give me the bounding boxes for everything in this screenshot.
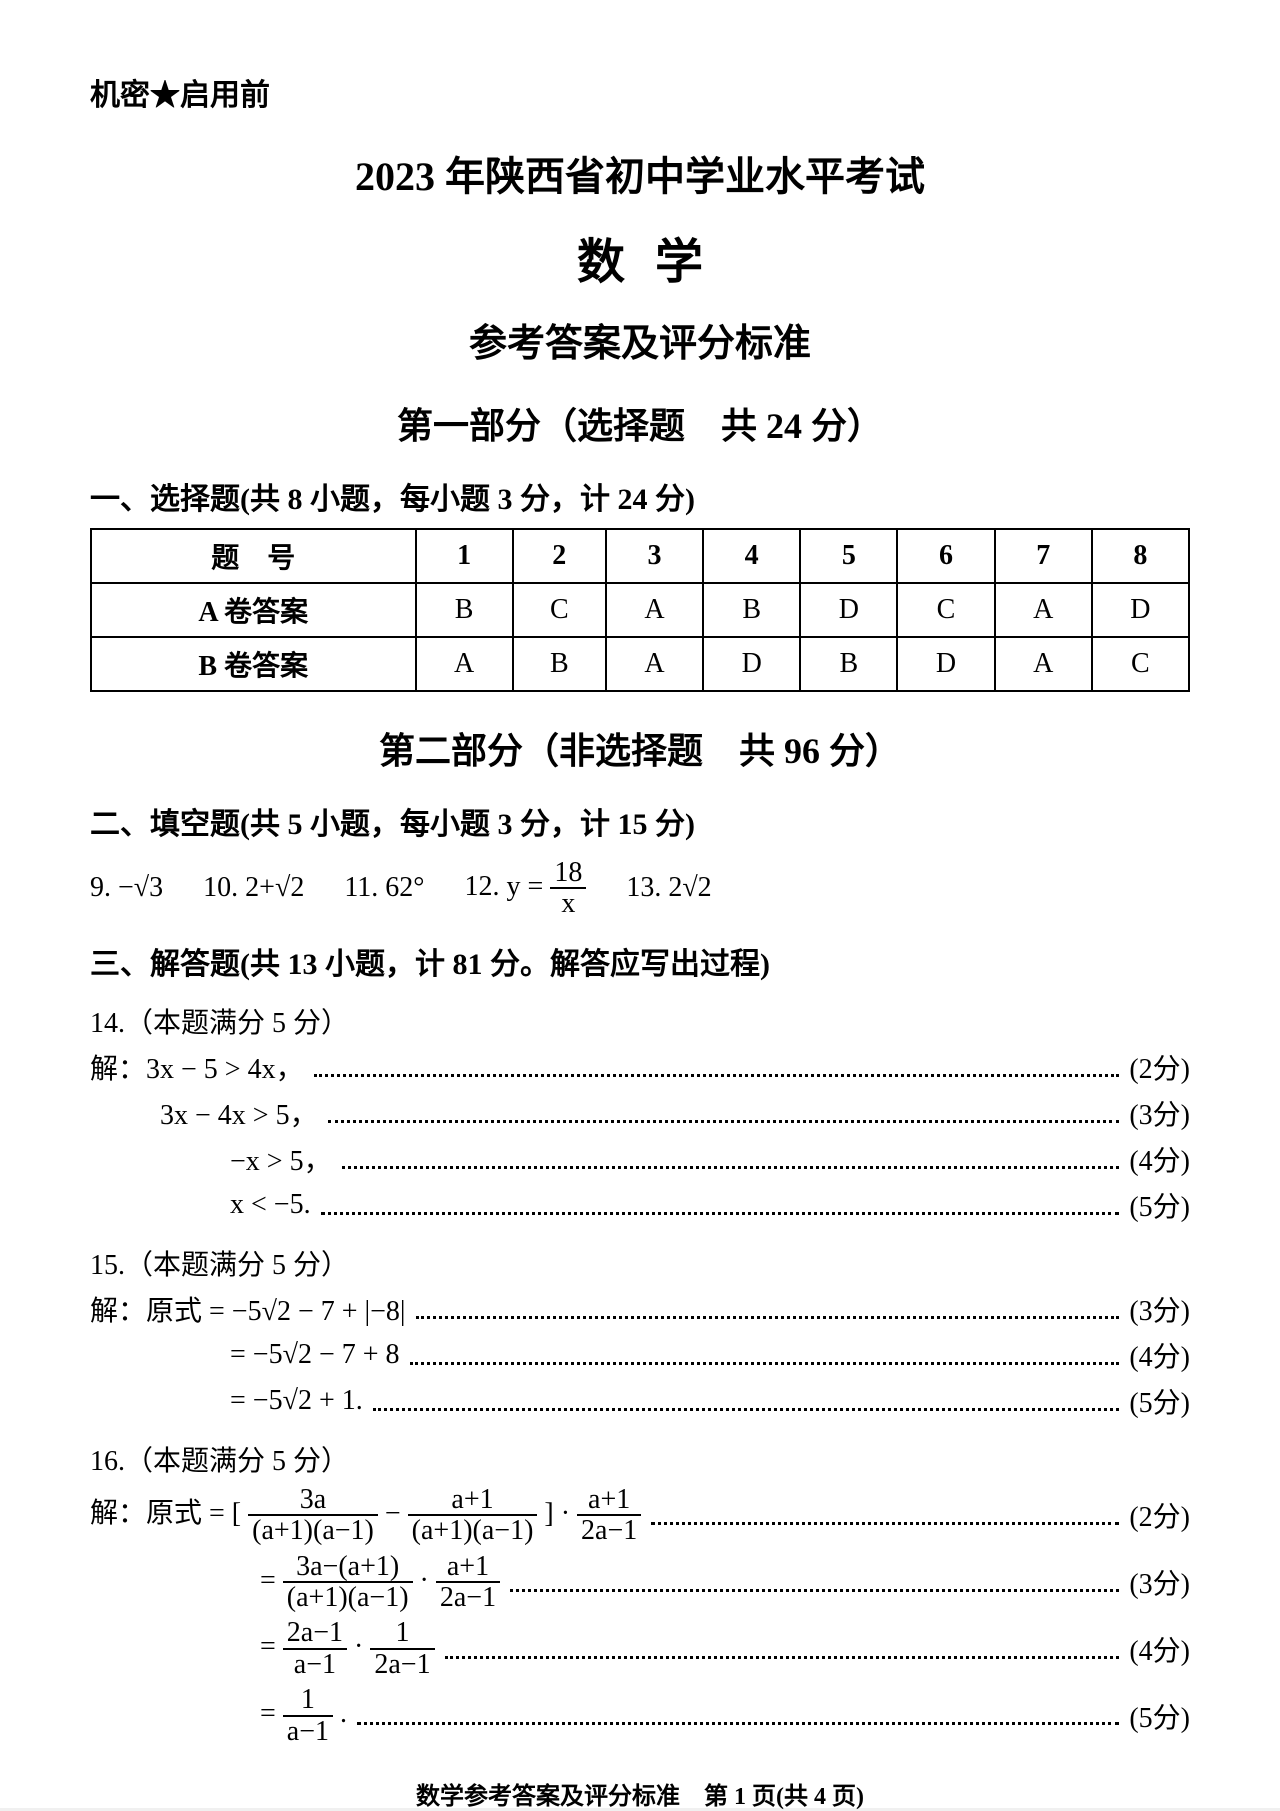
q16-step: 解：原式 = [ 3a (a+1)(a−1) − a+1 (a+1)(a−1) … bbox=[90, 1485, 1190, 1546]
q10-answer: 10. 2+√2 bbox=[203, 872, 304, 904]
table-header-label: 题 号 bbox=[91, 529, 416, 583]
mc-answer-table: 题 号 1 2 3 4 5 6 7 8 A 卷答案 B C A B D C A … bbox=[90, 528, 1190, 692]
q16-step: = 2a−1 a−1 · 1 2a−1 (4分) bbox=[90, 1618, 1190, 1679]
table-row: 题 号 1 2 3 4 5 6 7 8 bbox=[91, 529, 1189, 583]
confidential-label: 机密★启用前 bbox=[90, 70, 1190, 114]
rowB-label: B 卷答案 bbox=[91, 637, 416, 691]
exam-answer-page: 机密★启用前 2023 年陕西省初中学业水平考试 数学 参考答案及评分标准 第一… bbox=[0, 0, 1280, 1808]
section1-heading: 一、选择题(共 8 小题，每小题 3 分，计 24 分) bbox=[90, 474, 1190, 518]
q15-header: 15.（本题满分 5 分） bbox=[90, 1243, 1190, 1283]
section2-heading: 二、填空题(共 5 小题，每小题 3 分，计 15 分) bbox=[90, 799, 1190, 843]
q15-step: = −5√2 − 7 + 8 (4分) bbox=[90, 1335, 1190, 1375]
q11-answer: 11. 62° bbox=[344, 872, 424, 904]
q13-answer: 13. 2√2 bbox=[626, 872, 711, 904]
q9-answer: 9. −√3 bbox=[90, 872, 163, 904]
subject-title: 数学 bbox=[90, 222, 1190, 292]
page-footer: 数学参考答案及评分标准 第 1 页(共 4 页) bbox=[90, 1776, 1190, 1811]
q16-step: = 3a−(a+1) (a+1)(a−1) · a+1 2a−1 (3分) bbox=[90, 1552, 1190, 1613]
q12-answer: 12. y = 18 x bbox=[465, 858, 587, 919]
table-row: A 卷答案 B C A B D C A D bbox=[91, 583, 1189, 637]
q16-header: 16.（本题满分 5 分） bbox=[90, 1439, 1190, 1479]
section3-heading: 三、解答题(共 13 小题，计 81 分。解答应写出过程) bbox=[90, 939, 1190, 983]
table-row: B 卷答案 A B A D B D A C bbox=[91, 637, 1189, 691]
q15-step: 解：原式 = −5√2 − 7 + |−8| (3分) bbox=[90, 1289, 1190, 1329]
q14-step: 解：3x − 5 > 4x， (2分) bbox=[90, 1047, 1190, 1087]
rowA-label: A 卷答案 bbox=[91, 583, 416, 637]
q14-header: 14.（本题满分 5 分） bbox=[90, 1001, 1190, 1041]
q14-step: x < −5. (5分) bbox=[90, 1185, 1190, 1225]
q15-step: = −5√2 + 1. (5分) bbox=[90, 1381, 1190, 1421]
answer-key-title: 参考答案及评分标准 bbox=[90, 312, 1190, 367]
part2-heading: 第二部分（非选择题 共 96 分） bbox=[90, 722, 1190, 774]
q14-step: −x > 5， (4分) bbox=[90, 1139, 1190, 1179]
q16-step: = 1 a−1 . (5分) bbox=[90, 1685, 1190, 1746]
fill-answers: 9. −√3 10. 2+√2 11. 62° 12. y = 18 x 13.… bbox=[90, 858, 1190, 919]
exam-title: 2023 年陕西省初中学业水平考试 bbox=[90, 144, 1190, 202]
q14-step: 3x − 4x > 5， (3分) bbox=[90, 1093, 1190, 1133]
part1-heading: 第一部分（选择题 共 24 分） bbox=[90, 397, 1190, 449]
